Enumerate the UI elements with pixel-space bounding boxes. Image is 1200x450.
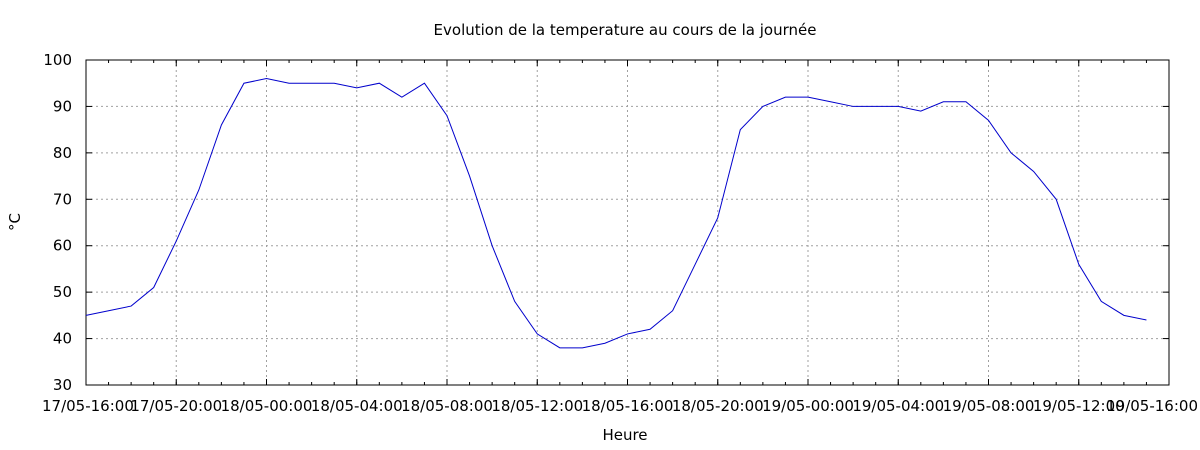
ticks: [85, 59, 1170, 386]
y-axis-title: °C: [6, 213, 24, 231]
series: [85, 78, 1147, 349]
y-tick-label: 50: [53, 283, 72, 301]
x-tick-label: 18/05-12:00: [491, 397, 583, 415]
x-tick-label: 18/05-16:00: [582, 397, 674, 415]
y-tick-label: 100: [43, 51, 72, 69]
chart-title: Evolution de la temperature au cours de …: [434, 21, 817, 39]
x-tick-label: 18/05-00:00: [221, 397, 313, 415]
x-tick-label: 19/05-16:00: [1106, 397, 1198, 415]
y-tick-label: 70: [53, 190, 72, 208]
x-tick-label: 18/05-04:00: [311, 397, 403, 415]
tick-labels: 3040506070809010017/05-16:0017/05-20:001…: [42, 51, 1198, 415]
x-axis-title: Heure: [602, 426, 647, 444]
x-tick-label: 19/05-12:00: [1033, 397, 1125, 415]
x-tick-label: 17/05-16:00: [42, 397, 134, 415]
y-tick-label: 90: [53, 97, 72, 115]
x-tick-label: 19/05-08:00: [943, 397, 1035, 415]
y-tick-label: 60: [53, 237, 72, 255]
x-tick-label: 18/05-20:00: [672, 397, 764, 415]
grid: [86, 60, 1169, 385]
x-tick-label: 19/05-04:00: [852, 397, 944, 415]
x-tick-label: 18/05-08:00: [401, 397, 493, 415]
y-tick-label: 40: [53, 330, 72, 348]
x-tick-label: 19/05-00:00: [762, 397, 854, 415]
temperature-series-line: [85, 78, 1147, 349]
x-tick-label: 17/05-20:00: [130, 397, 222, 415]
y-tick-label: 80: [53, 144, 72, 162]
y-tick-label: 30: [53, 376, 72, 394]
